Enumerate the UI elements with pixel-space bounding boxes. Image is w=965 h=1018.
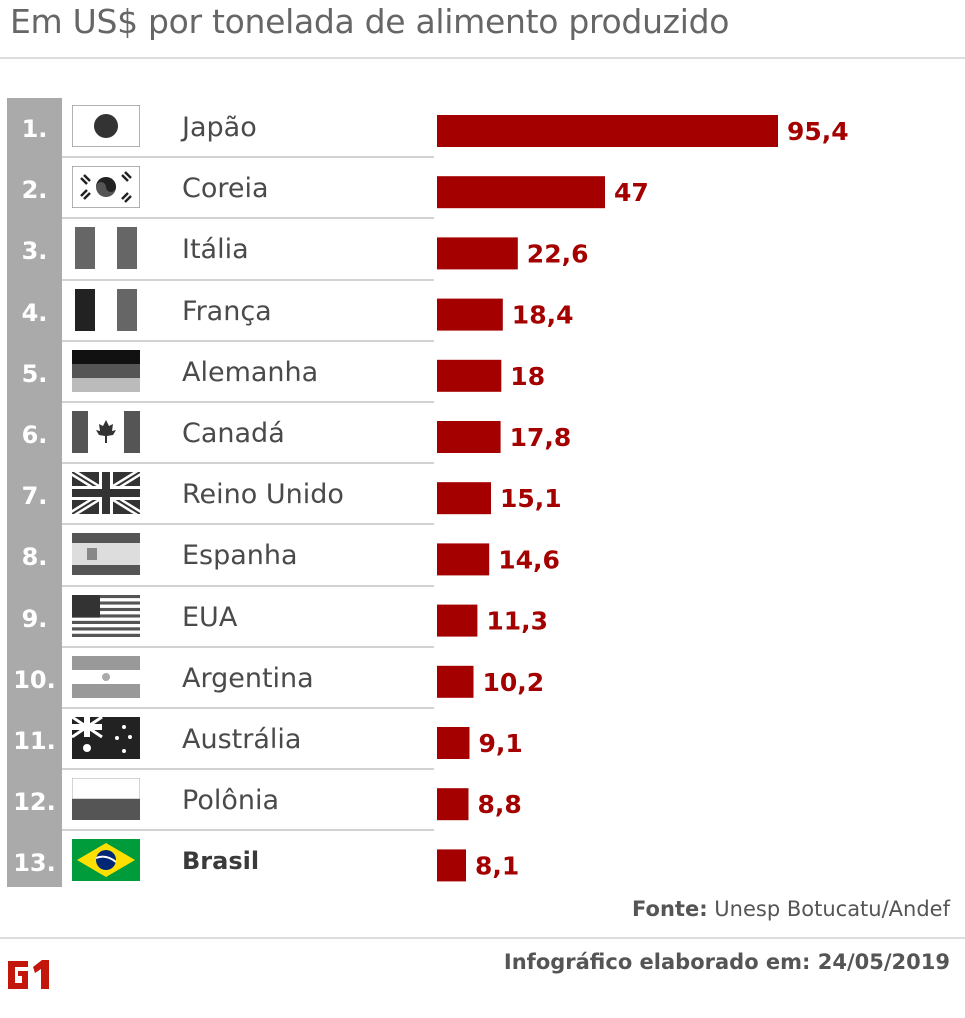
source-text: Unesp Botucatu/Andef (714, 897, 950, 921)
country-label: Espanha (182, 540, 298, 572)
country-label: Japão (182, 112, 257, 143)
bar-alemanha (437, 359, 502, 392)
france-flag-icon (75, 288, 137, 331)
bar-value-label: 14,6 (498, 545, 560, 574)
row-divider (62, 401, 434, 403)
rank-label: 7. (21, 482, 48, 511)
bar-value-label: 9,1 (479, 729, 523, 758)
bar-espanha (437, 543, 490, 576)
rank-label: 3. (21, 237, 48, 266)
country-label: Itália (182, 234, 249, 266)
rank-label: 12. (13, 788, 56, 817)
country-label: Reino Unido (182, 479, 344, 511)
germany-flag-icon (72, 349, 140, 392)
top-divider (0, 57, 965, 59)
bar-polônia (437, 788, 469, 821)
rank-label: 2. (21, 176, 48, 205)
bar-value-label: 17,8 (510, 423, 572, 452)
italy-flag-icon (75, 227, 137, 270)
bar-value-label: 11,3 (486, 607, 548, 636)
korea-flag-icon (72, 166, 140, 209)
row-divider (62, 768, 434, 771)
bottom-divider (0, 937, 965, 939)
bar-argentina (437, 665, 474, 698)
uk-flag-icon (72, 472, 140, 515)
bar-brasil (437, 849, 466, 882)
country-label: Alemanha (182, 356, 319, 388)
bar-eua (437, 604, 478, 637)
row-divider (62, 707, 434, 709)
country-label: Argentina (182, 662, 314, 694)
rank-label: 9. (21, 604, 48, 633)
country-label: EUA (182, 601, 238, 633)
bar-coreia (437, 176, 605, 209)
row-divider (62, 278, 434, 281)
rank-label: 4. (21, 298, 48, 327)
country-label: Coreia (182, 173, 269, 205)
rank-label: 13. (13, 849, 56, 878)
chart-title: Em US$ por tonelada de alimento produzid… (10, 2, 730, 41)
row-divider (62, 339, 434, 342)
rank-label: 8. (21, 543, 48, 572)
bar-austrália (437, 727, 470, 759)
australia-flag-icon (72, 717, 140, 759)
rank-label: 6. (21, 421, 48, 449)
spain-flag-icon (72, 533, 140, 576)
rank-label: 1. (21, 115, 48, 143)
country-label: França (182, 295, 272, 327)
bar-value-label: 18 (510, 362, 545, 391)
row-divider (62, 829, 434, 832)
row-divider (62, 462, 434, 465)
bar-japão (437, 115, 778, 147)
rank-label: 10. (13, 665, 56, 694)
bar-value-label: 22,6 (527, 239, 589, 268)
usa-flag-icon (72, 594, 140, 637)
rank-label: 5. (21, 359, 48, 388)
credit-line: Infográfico elaborado em: 24/05/2019 (503, 950, 950, 974)
bar-value-label: 15,1 (500, 484, 562, 513)
bar-canadá (437, 421, 501, 453)
rank-column (7, 98, 62, 887)
country-label: Polônia (182, 785, 280, 817)
bar-itália (437, 237, 518, 270)
bar-value-label: 18,4 (512, 301, 574, 330)
rank-label: 11. (13, 727, 56, 755)
source-line: Fonte: Unesp Botucatu/Andef (632, 897, 950, 921)
bar-reino-unido (437, 482, 491, 515)
row-divider (62, 584, 434, 587)
bar-value-label: 95,4 (787, 117, 849, 146)
bar-value-label: 10,2 (483, 668, 545, 697)
country-label: Canadá (182, 418, 285, 449)
poland-flag-icon (72, 778, 140, 821)
brazil-flag-icon (72, 839, 140, 882)
country-label: Brasil (182, 847, 260, 876)
row-divider (62, 523, 434, 526)
g1-logo (8, 960, 49, 989)
bar-frança (437, 298, 503, 331)
row-divider (62, 156, 434, 159)
bar-value-label: 47 (614, 178, 649, 207)
source-label: Fonte: (632, 897, 708, 921)
argentina-flag-icon (72, 655, 140, 698)
bar-value-label: 8,8 (478, 790, 522, 819)
canada-flag-icon (72, 411, 140, 453)
row-divider (62, 217, 434, 220)
row-divider (62, 645, 434, 648)
japan-flag-icon (72, 105, 140, 147)
country-label: Austrália (182, 724, 302, 755)
bar-value-label: 8,1 (475, 851, 519, 880)
